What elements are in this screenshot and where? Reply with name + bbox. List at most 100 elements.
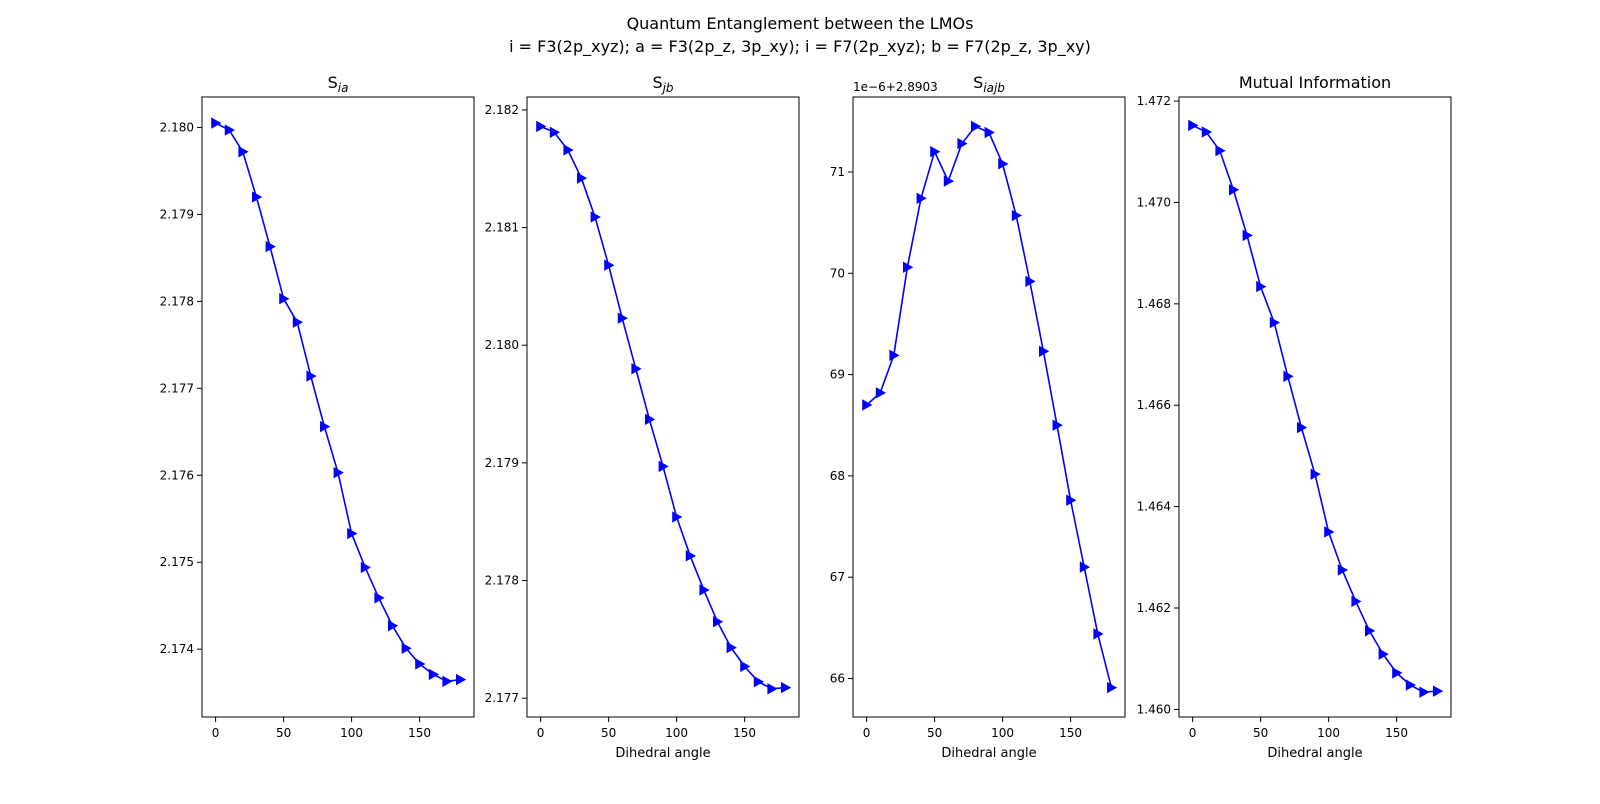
data-point [388,620,399,632]
subplot-title: Sjb [652,73,673,95]
data-point [442,675,453,688]
data-point [903,261,914,273]
subplot-title: Siajb [973,73,1005,95]
data-point [699,584,710,596]
data-point [211,117,222,129]
y-tick-label: 67 [830,570,845,584]
data-point [333,466,344,479]
data-point [672,511,683,523]
data-point [1107,681,1118,694]
data-point [347,527,358,540]
data-point [374,592,385,604]
data-point [577,172,588,184]
subplot-title: Mutual Information [1239,73,1391,92]
y-tick-label: 2.180 [160,120,194,134]
y-tick-label: 68 [830,469,845,483]
x-tick-label: 150 [733,726,756,740]
data-point [862,399,873,411]
data-point [428,668,440,681]
data-point [916,192,927,204]
y-tick-label: 1.462 [1137,601,1171,615]
data-point [224,124,236,136]
data-point [1229,184,1240,196]
data-point [1039,345,1050,357]
data-point [631,363,642,375]
data-point [360,561,372,574]
y-tick-label: 2.180 [485,338,519,352]
data-point [943,175,955,187]
x-tick-label: 50 [927,726,942,740]
data-point [1256,280,1267,293]
y-tick-label: 69 [830,368,845,382]
x-tick-label: 150 [408,726,431,740]
y-tick-label: 2.177 [485,691,519,705]
x-tick-label: 0 [212,726,220,740]
data-point [292,316,304,328]
y-tick-label: 2.179 [485,456,519,470]
data-point [456,673,467,686]
y-tick-label: 1.464 [1137,500,1171,514]
x-tick-label: 0 [1189,726,1197,740]
data-point [415,658,426,670]
data-point [1283,370,1294,383]
x-tick-label: 100 [665,726,688,740]
y-tick-label: 2.176 [160,468,194,482]
subplot-1: 0 50 100 150 2.174 2.175 2.176 2.177 2.178 2.179 2… [160,73,475,740]
data-point [617,312,629,324]
data-point [238,146,249,158]
data-point [1351,595,1362,608]
series-line [215,122,461,683]
data-point [1310,468,1321,480]
data-point [685,550,697,562]
subplot-title: Sia [328,73,349,95]
x-tick-label: 150 [1385,726,1408,740]
data-point [1052,419,1063,431]
y-tick-label: 2.181 [485,221,519,235]
data-point [713,616,724,628]
data-point [767,683,778,695]
data-point [1215,145,1226,157]
data-point [252,191,263,203]
data-point [1405,679,1417,691]
data-point [536,120,547,133]
x-tick-label: 0 [537,726,545,740]
y-tick-label: 2.182 [485,103,519,117]
x-tick-label: 50 [276,726,291,740]
data-point [1337,564,1349,576]
x-tick-label: 50 [601,726,616,740]
data-point [1324,526,1335,538]
data-point [753,676,765,688]
data-point [1093,628,1104,640]
data-point [1188,119,1199,132]
data-point [265,240,276,253]
data-point [658,460,669,473]
x-tick-label: 100 [340,726,363,740]
y-tick-label: 71 [830,165,845,179]
x-tick-label: 100 [1317,726,1340,740]
data-point [320,420,331,433]
y-tick-label: 1.470 [1137,195,1171,209]
data-point [1378,648,1389,660]
y-tick-label: 2.179 [160,207,194,221]
data-point [549,126,561,138]
x-tick-label: 0 [863,726,871,740]
data-point [1025,275,1036,288]
data-point [1297,421,1308,434]
x-axis-label: Dihedral angle [1267,746,1362,761]
data-point [740,660,751,673]
x-tick-label: 150 [1059,726,1082,740]
data-point [563,144,574,156]
data-point [726,641,737,654]
y-offset-label: 1e−6+2.8903 [853,80,938,94]
data-point [957,137,968,150]
data-point [781,681,792,694]
y-tick-label: 1.460 [1137,702,1171,716]
plot-frame [526,96,800,718]
series-line [1192,124,1438,694]
y-tick-label: 1.472 [1137,94,1171,108]
plot-frame [1178,96,1452,718]
x-axis-label: Dihedral angle [941,746,1036,761]
figure-subtitle: i = F3(2p_xyz); a = F3(2p_z, 3p_xy); i =… [509,37,1091,57]
data-point [1201,126,1213,138]
